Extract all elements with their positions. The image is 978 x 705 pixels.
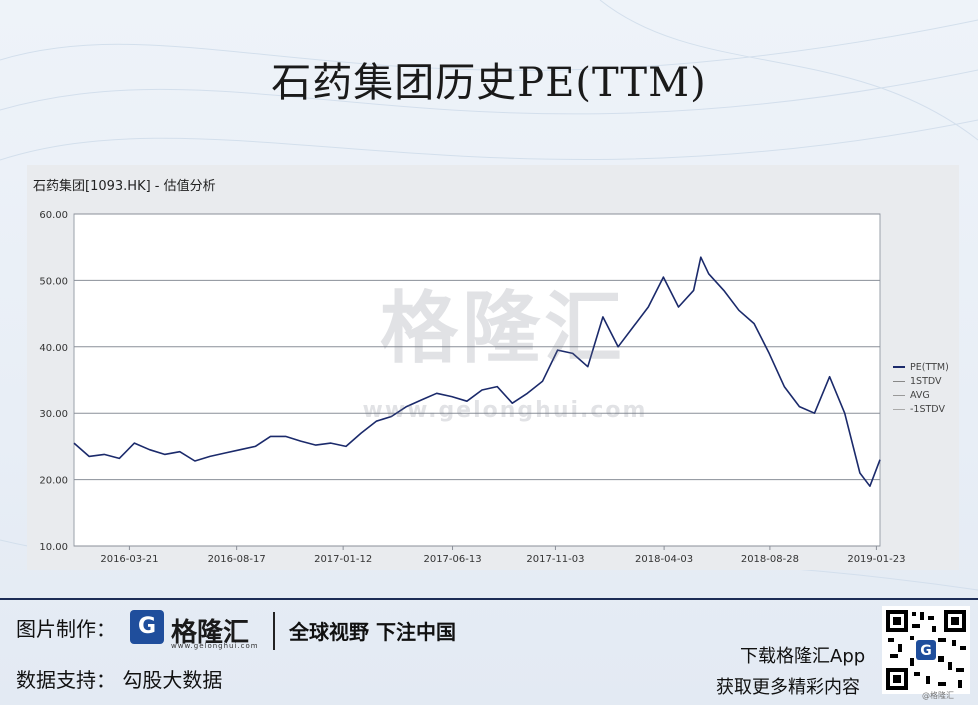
legend-item: 1STDV <box>893 374 949 388</box>
svg-text:G: G <box>920 643 932 659</box>
watermark-url: www.gelonghui.com <box>362 398 648 423</box>
legend-swatch <box>893 380 905 382</box>
qr-code-pattern: G <box>886 610 966 690</box>
y-tick-label: 10.00 <box>39 542 68 553</box>
qr-note: @格隆汇 <box>922 691 954 700</box>
data-support-label: 数据支持： <box>16 668 116 692</box>
legend-item: -1STDV <box>893 402 949 416</box>
x-tick-label: 2016-08-17 <box>208 554 266 565</box>
chart-subtitle: 石药集团[1093.HK] - 估值分析 <box>33 179 216 194</box>
gelonghui-logo-icon: G <box>130 610 164 644</box>
legend-label: 1STDV <box>910 375 942 387</box>
legend-swatch <box>893 366 905 368</box>
page-title: 石药集团历史PE(TTM) <box>271 60 707 106</box>
x-tick-label: 2017-06-13 <box>423 554 481 565</box>
brand-url: www.gelonghui.com <box>171 642 259 650</box>
data-support-value: 勾股大数据 <box>122 668 223 692</box>
made-by-label: 图片制作： <box>16 617 116 641</box>
brand-name: 格隆汇 <box>171 618 250 648</box>
y-tick-label: 60.00 <box>39 210 68 221</box>
chart-legend: PE(TTM) 1STDV AVG -1STDV <box>893 360 949 416</box>
legend-swatch <box>893 408 905 410</box>
watermark-text: 格隆汇 <box>379 284 626 374</box>
qr-code-icon[interactable]: G <box>882 606 970 694</box>
download-app-text: 下载格隆汇App <box>740 646 866 667</box>
y-tick-label: 40.00 <box>39 343 68 354</box>
data-support: 数据支持： 勾股大数据 <box>16 664 222 693</box>
legend-label: PE(TTM) <box>910 361 949 373</box>
plot-area <box>73 213 881 547</box>
x-tick-label: 2016-03-21 <box>100 554 158 565</box>
legend-label: -1STDV <box>910 403 945 415</box>
pe-line-chart: 10.00 20.00 30.00 40.00 50.00 60.00 2016-03-21… <box>39 210 905 565</box>
more-content-text: 获取更多精彩内容 <box>716 677 860 698</box>
legend-label: AVG <box>910 389 930 401</box>
x-tick-label: 2018-08-28 <box>741 554 799 565</box>
brand-divider <box>273 612 275 650</box>
x-tick-label: 2017-11-03 <box>526 554 584 565</box>
footer-divider <box>0 598 978 600</box>
y-tick-label: 50.00 <box>39 276 68 287</box>
series-line-pe-ttm <box>73 256 881 488</box>
x-tick-label: 2018-04-03 <box>635 554 693 565</box>
legend-item: AVG <box>893 388 949 402</box>
x-tick-label: 2019-01-23 <box>847 554 905 565</box>
y-tick-label: 20.00 <box>39 476 68 487</box>
x-tick-label: 2017-01-12 <box>314 554 372 565</box>
legend-swatch <box>893 394 905 396</box>
y-tick-label: 30.00 <box>39 409 68 420</box>
chart-panel: 石药集团[1093.HK] - 估值分析 10.00 20.00 30.00 40.0… <box>27 165 959 570</box>
legend-item: PE(TTM) <box>893 360 949 374</box>
slogan: 全球视野 下注中国 <box>289 620 456 644</box>
